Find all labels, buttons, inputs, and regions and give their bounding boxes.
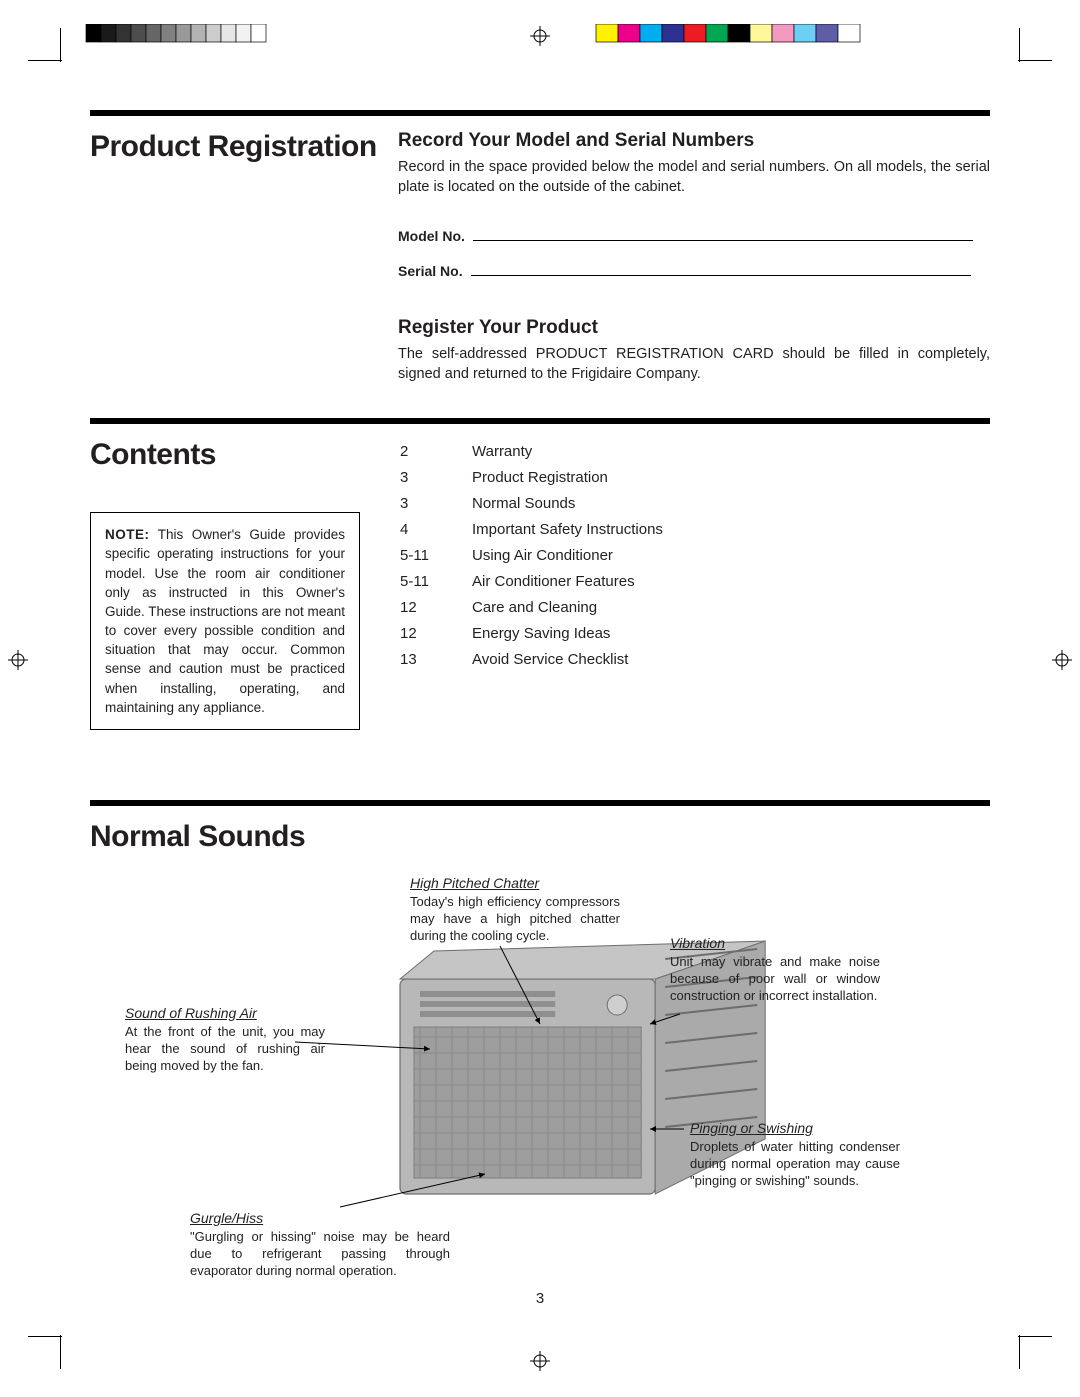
crop-mark	[1019, 1335, 1020, 1369]
table-of-contents: 2Warranty3Product Registration3Normal So…	[398, 438, 665, 674]
toc-row: 3Normal Sounds	[400, 492, 663, 516]
callout-title: Vibration	[670, 934, 880, 952]
toc-row: 2Warranty	[400, 440, 663, 464]
toc-row: 4Important Safety Instructions	[400, 518, 663, 542]
section-rule	[90, 800, 990, 806]
callout-text: Unit may vibrate and make noise because …	[670, 954, 880, 1005]
callout-title: Gurgle/Hiss	[190, 1209, 450, 1227]
crop-mark	[1018, 60, 1052, 61]
toc-row: 12Energy Saving Ideas	[400, 622, 663, 646]
toc-row: 12Care and Cleaning	[400, 596, 663, 620]
note-box: NOTE: This Owner's Guide provides specif…	[90, 512, 360, 730]
register-mark-icon	[8, 650, 28, 670]
callout-text: At the front of the unit, you may hear t…	[125, 1024, 325, 1075]
model-no-label: Model No.	[398, 228, 465, 244]
callout-sound-of-rushing-air: Sound of Rushing Air At the front of the…	[125, 1004, 325, 1075]
crop-mark	[28, 60, 62, 61]
callout-text: Droplets of water hitting condenser duri…	[690, 1139, 900, 1190]
toc-row: 3Product Registration	[400, 466, 663, 490]
register-mark-icon	[530, 1351, 550, 1371]
section-title-normal-sounds: Normal Sounds	[90, 820, 380, 854]
section-rule	[90, 110, 990, 116]
note-bold: NOTE:	[105, 527, 150, 542]
crop-mark	[1019, 28, 1020, 62]
callout-title: Sound of Rushing Air	[125, 1004, 325, 1022]
section-title-product-registration: Product Registration	[90, 130, 380, 164]
record-heading: Record Your Model and Serial Numbers	[398, 130, 990, 152]
section-title-contents: Contents	[90, 438, 380, 472]
note-text: This Owner's Guide provides specific ope…	[105, 527, 345, 714]
callout-vibration: Vibration Unit may vibrate and make nois…	[670, 934, 880, 1005]
callout-title: Pinging or Swishing	[690, 1119, 900, 1137]
toc-row: 5-11Air Conditioner Features	[400, 570, 663, 594]
register-heading: Register Your Product	[398, 317, 990, 339]
toc-row: 5-11Using Air Conditioner	[400, 544, 663, 568]
record-text: Record in the space provided below the m…	[398, 158, 990, 197]
register-mark-icon	[1052, 650, 1072, 670]
callout-pinging-or-swishing: Pinging or Swishing Droplets of water hi…	[690, 1119, 900, 1190]
model-no-field[interactable]	[473, 225, 973, 241]
crop-mark	[60, 28, 61, 62]
normal-sounds-diagram: High Pitched Chatter Today's high effici…	[90, 874, 990, 1354]
callout-gurgle-hiss: Gurgle/Hiss "Gurgling or hissing" noise …	[190, 1209, 450, 1280]
register-text: The self-addressed PRODUCT REGISTRATION …	[398, 345, 990, 384]
callout-text: Today's high efficiency compressors may …	[410, 894, 620, 945]
crop-mark	[60, 1335, 61, 1369]
callout-text: "Gurgling or hissing" noise may be heard…	[190, 1229, 450, 1280]
register-mark-icon	[530, 26, 550, 46]
crop-mark	[1018, 1336, 1052, 1337]
section-rule	[90, 418, 990, 424]
callout-high-pitched-chatter: High Pitched Chatter Today's high effici…	[410, 874, 620, 945]
toc-row: 13Avoid Service Checklist	[400, 648, 663, 672]
crop-mark	[28, 1336, 62, 1337]
callout-title: High Pitched Chatter	[410, 874, 620, 892]
page-number: 3	[0, 1290, 1080, 1307]
serial-no-label: Serial No.	[398, 263, 463, 279]
serial-no-field[interactable]	[471, 260, 971, 276]
